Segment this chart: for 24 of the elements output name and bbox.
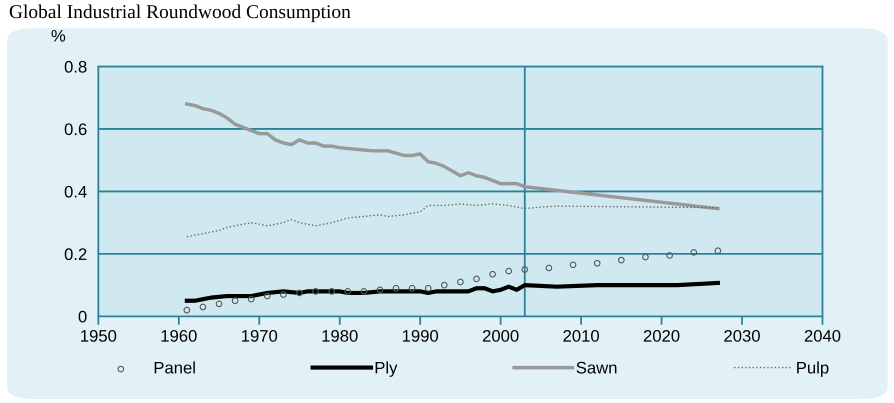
y-tick-label: 0 [78,310,87,323]
legend-label: Sawn [576,362,616,374]
legend-label: Panel [154,361,195,374]
y-tick-label: 0.2 [64,248,86,260]
y-tick-label: 0.8 [64,60,87,73]
x-tick-label: 2040 [804,330,840,342]
line-series [186,203,719,238]
line-series [185,102,720,210]
legend-label: Pulp [797,361,828,377]
chart-title: Global Industrial Roundwood Consumption [10,4,351,22]
x-tick-label: 2010 [563,330,599,342]
x-tick-label: 1970 [242,330,278,342]
x-tick-label: 2000 [482,330,519,342]
x-tick-label: 2020 [644,330,680,342]
x-tick-label: 1990 [402,330,438,342]
y-tick-label: 0.4 [64,186,87,198]
x-tick-label: 1950 [81,330,116,342]
legend-label: Ply [376,361,398,377]
y-tick-label: 0.6 [64,123,86,136]
y-axis-title: % [52,30,66,42]
x-tick-label: 1960 [162,330,197,342]
x-tick-label: 2030 [724,330,760,342]
x-tick-label: 1980 [322,330,358,342]
line-series [184,280,720,303]
